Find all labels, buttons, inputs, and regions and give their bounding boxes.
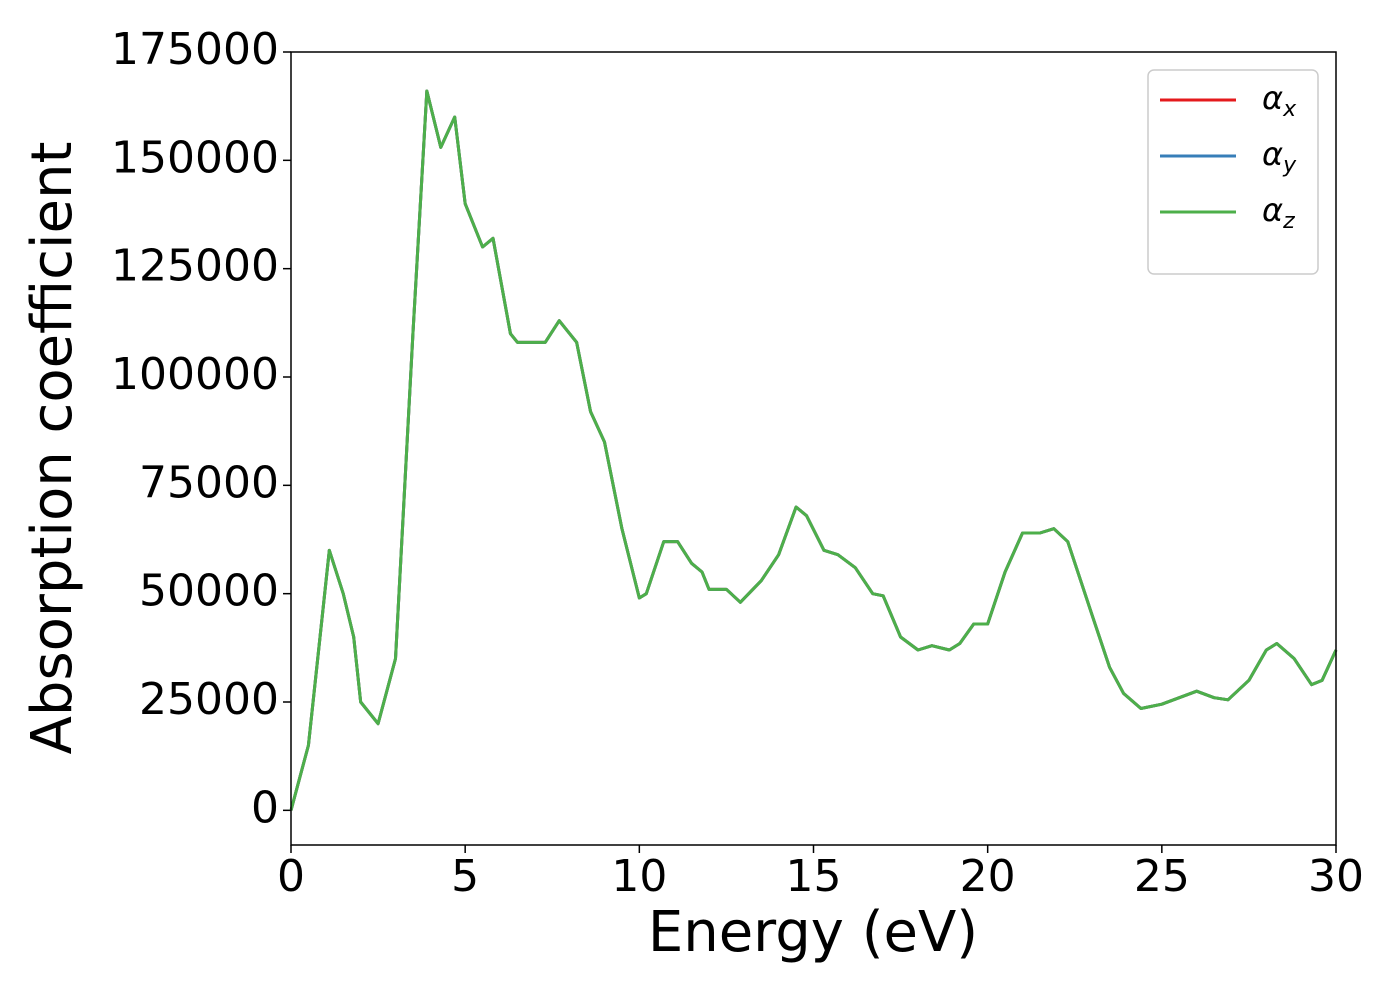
line-series [289,89,1338,811]
x-tick-label: 15 [786,851,842,902]
legend-label: αx [1262,79,1297,122]
y-tick-label: 175000 [111,24,279,75]
x-tick-label: 5 [451,851,479,902]
x-axis-label: Energy (eV) [648,900,978,965]
legend-label: αy [1262,135,1297,178]
x-tick-label: 25 [1134,851,1190,902]
y-tick-label: 125000 [111,241,279,292]
y-tick-label: 50000 [139,566,279,617]
x-tick-label: 0 [277,851,305,902]
x-tick-label: 10 [611,851,667,902]
legend-label: αz [1262,191,1295,234]
legend: αx αy αz [1147,69,1319,275]
y-tick-label: 150000 [111,132,279,183]
y-tick-label: 25000 [139,674,279,725]
x-tick-label: 20 [960,851,1016,902]
legend-box [1147,69,1319,275]
y-tick-label: 0 [251,782,279,833]
plot-frame [290,51,1337,846]
y-tick-label: 100000 [111,349,279,400]
y-tick-label: 75000 [139,457,279,508]
x-tick-label: 30 [1308,851,1364,902]
y-axis-label: Absorption coefficient [20,142,85,755]
